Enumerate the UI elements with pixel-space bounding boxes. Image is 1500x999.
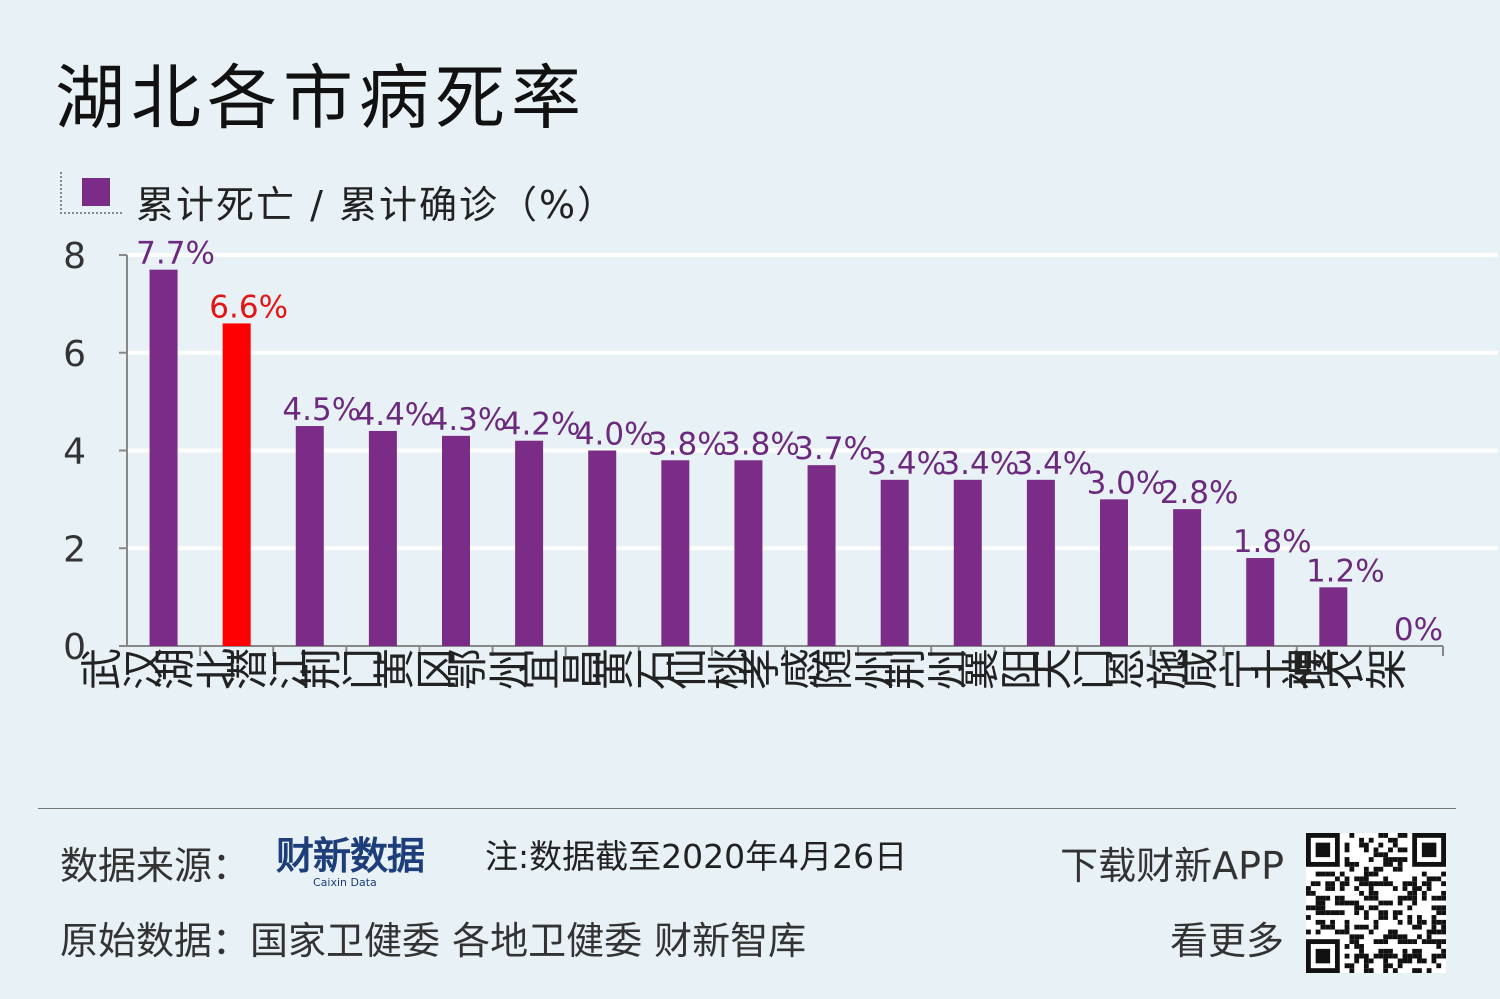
caixin-data-logo-sub: Caixin Data bbox=[313, 876, 377, 889]
x-tick-label: 天门 bbox=[1030, 648, 1114, 697]
see-more-text: 看更多 bbox=[1169, 919, 1284, 963]
x-tick-label: 恩施 bbox=[1103, 648, 1187, 697]
data-label: 4.5% bbox=[282, 392, 361, 428]
data-label: 6.6% bbox=[209, 289, 288, 325]
bar bbox=[1026, 479, 1055, 646]
bar bbox=[807, 465, 836, 646]
x-tick-label: 荆州 bbox=[884, 648, 968, 697]
data-label: 4.0% bbox=[575, 417, 654, 453]
x-tick-label: 神农架 bbox=[1280, 648, 1406, 697]
data-label: 4.4% bbox=[356, 397, 435, 433]
data-label: 1.2% bbox=[1306, 553, 1385, 589]
x-tick-label: 荆门 bbox=[299, 648, 383, 697]
data-label: 3.7% bbox=[794, 431, 873, 467]
bar bbox=[1319, 587, 1348, 646]
data-label: 3.4% bbox=[1014, 446, 1093, 482]
chart-title: 湖北各市病死率 bbox=[55, 57, 587, 139]
data-label: 3.8% bbox=[648, 426, 727, 462]
qr-code-icon[interactable] bbox=[1303, 833, 1449, 973]
x-tick-label: 鄂州 bbox=[445, 648, 529, 697]
data-label: 4.2% bbox=[502, 407, 581, 443]
date-note: 注:数据截至2020年4月26日 bbox=[485, 837, 908, 876]
legend-frame bbox=[60, 172, 122, 214]
x-tick-label: 咸宁 bbox=[1176, 648, 1260, 697]
y-tick-label: 8 bbox=[63, 236, 86, 277]
bar bbox=[1173, 509, 1202, 646]
source-label: 数据来源： bbox=[60, 844, 251, 888]
download-app-text: 下载财新APP bbox=[1060, 844, 1284, 888]
data-label: 3.4% bbox=[867, 446, 946, 482]
bar bbox=[588, 450, 617, 646]
y-tick-label: 4 bbox=[63, 432, 86, 473]
bar bbox=[368, 430, 397, 646]
y-tick-label: 2 bbox=[63, 529, 86, 570]
bar bbox=[222, 323, 251, 646]
x-tick-label: 襄阳 bbox=[957, 648, 1041, 697]
x-tick-label: 孝感 bbox=[738, 648, 822, 697]
bar bbox=[515, 440, 544, 646]
divider bbox=[38, 808, 1456, 809]
data-label: 3.0% bbox=[1087, 465, 1166, 501]
bar bbox=[1100, 499, 1128, 646]
data-label: 3.4% bbox=[940, 446, 1019, 482]
x-tick-label: 十堰 bbox=[1249, 648, 1333, 697]
x-tick-label: 随州 bbox=[811, 648, 895, 697]
data-label: 7.7% bbox=[136, 236, 215, 272]
x-tick-label: 黄冈 bbox=[372, 648, 456, 697]
data-label: 2.8% bbox=[1160, 475, 1239, 511]
original-data: 原始数据：国家卫健委 各地卫健委 财新智库 bbox=[60, 919, 807, 963]
bar bbox=[880, 479, 909, 646]
x-tick-label: 武汉 bbox=[80, 648, 164, 697]
bar bbox=[734, 460, 763, 646]
x-tick-label: 黄石 bbox=[591, 648, 675, 697]
bar bbox=[442, 435, 470, 646]
y-tick-label: 0 bbox=[63, 627, 86, 668]
caixin-data-logo: 财新数据 bbox=[276, 834, 425, 878]
bar bbox=[1246, 558, 1275, 646]
bar bbox=[661, 460, 690, 646]
data-label: 0% bbox=[1394, 612, 1443, 648]
bar bbox=[149, 269, 178, 646]
legend-label: 累计死亡 / 累计确诊（%） bbox=[136, 183, 618, 227]
x-tick-label: 潜江 bbox=[226, 648, 310, 697]
data-label: 4.3% bbox=[429, 402, 508, 438]
data-label: 1.8% bbox=[1233, 524, 1312, 560]
data-label: 3.8% bbox=[721, 426, 800, 462]
bar bbox=[953, 479, 982, 646]
bar bbox=[295, 426, 324, 646]
x-tick-label: 湖北 bbox=[153, 648, 237, 697]
x-tick-label: 仙桃 bbox=[664, 648, 748, 697]
x-tick-label: 宜昌 bbox=[518, 648, 602, 697]
legend-swatch bbox=[82, 178, 110, 206]
y-tick-label: 6 bbox=[63, 334, 86, 375]
bar-chart: 0 2 4 6 8 7.7% 武汉 6.6% 湖北 4.5% 潜江 4.4% 荆门 4.3% 黄冈 4.2% 鄂… bbox=[63, 236, 1498, 697]
